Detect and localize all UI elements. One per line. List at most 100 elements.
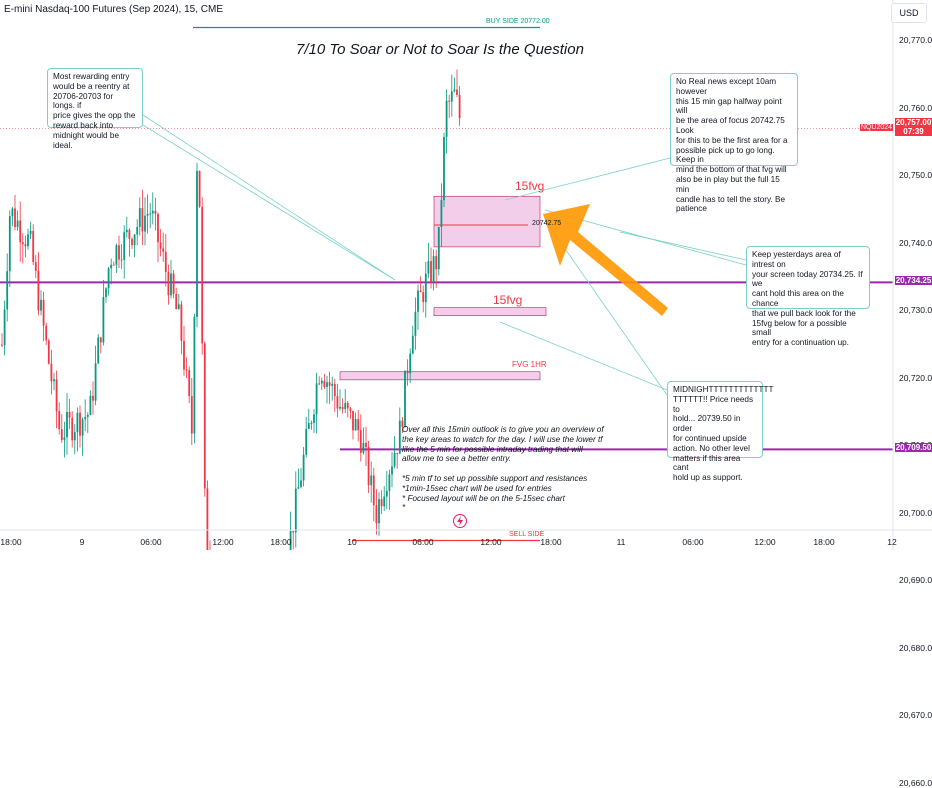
candle-body [86, 414, 89, 417]
time-tick-label: 18:00 [0, 537, 22, 547]
candle-body [458, 94, 461, 119]
fvg-label-2: 15fvg [493, 292, 523, 307]
note-left-entry[interactable]: Most rewarding entry would be a reentry … [47, 68, 143, 150]
time-tick-label: 12:00 [754, 537, 776, 547]
candle-body [188, 370, 191, 397]
candle-body [110, 264, 113, 269]
candle-body [310, 422, 313, 424]
candle-body [372, 475, 375, 506]
note-connector [142, 124, 396, 281]
candle-body [8, 216, 11, 272]
candle-body [66, 411, 68, 438]
fvg-zone [339, 371, 541, 381]
candle-body [32, 230, 35, 263]
candle-body [14, 208, 16, 228]
candle-body [456, 89, 458, 95]
candle-body [107, 268, 110, 289]
candle-body [289, 531, 292, 550]
candle-body [440, 200, 443, 227]
candle-body [172, 273, 175, 295]
candle-body [453, 89, 456, 92]
note-midnight[interactable]: MIDNIGHTTTTTTTTTTTTT TTTTTT!! Price need… [667, 381, 774, 482]
candle-body [294, 488, 297, 533]
candle-body [203, 343, 206, 489]
time-tick-label: 9 [79, 537, 85, 547]
note-connector [142, 114, 396, 281]
candle-body [115, 245, 118, 265]
candle-body [336, 396, 339, 409]
price-tick-label: 20,730.00 [899, 305, 932, 315]
candle-body [302, 454, 305, 481]
candle-body [396, 453, 399, 455]
time-tick-label: 06:00 [140, 537, 162, 547]
note-top-right-focus[interactable]: No Real news except 10am however this 15… [670, 73, 798, 213]
candle-body [118, 245, 120, 260]
candle-body [16, 220, 19, 228]
candle-body [190, 396, 193, 434]
candle-body [19, 220, 22, 243]
candle-body [99, 337, 102, 343]
candle-body [1, 344, 3, 346]
candle-body [383, 496, 386, 507]
buy-side-label: BUY SIDE 20772.00 [486, 17, 550, 25]
candle-body [144, 215, 146, 232]
candle-body [105, 288, 107, 298]
candle-body [388, 474, 391, 491]
lightning-icon[interactable] [453, 514, 467, 528]
fvg-zones [339, 195, 547, 381]
sell-side-label: SELL SIDE [509, 530, 545, 538]
candle-body [185, 369, 188, 371]
candle-body [42, 299, 45, 326]
candle-body [367, 447, 370, 486]
candle-body [432, 256, 435, 283]
candles [1, 69, 461, 550]
time-tick-label: 06:00 [412, 537, 434, 547]
candle-body [391, 466, 393, 475]
candle-body [27, 234, 29, 247]
candle-body [131, 238, 133, 246]
candle-body [89, 395, 92, 415]
candle-body [307, 423, 310, 430]
candle-body [60, 429, 63, 441]
fvg-1hr-label: FVG 1HR [512, 359, 547, 369]
candle-body [419, 290, 422, 293]
price-tick-label: 20,770.00 [899, 35, 932, 45]
candle-body [450, 91, 453, 102]
candle-body [411, 335, 414, 354]
candle-body [102, 297, 105, 343]
candle-body [151, 210, 154, 214]
candle-body [154, 210, 157, 214]
candle-body [55, 379, 58, 412]
chart-canvas[interactable] [0, 0, 932, 550]
chart-title: 7/10 To Soar or Not to Soar Is the Quest… [296, 41, 584, 58]
candle-body [94, 363, 97, 401]
candle-body [196, 170, 198, 317]
candle-body [326, 382, 328, 387]
candle-body [365, 442, 367, 448]
midpoint-label: 20742.75 [532, 219, 562, 227]
candle-body [34, 262, 37, 271]
candle-body [50, 363, 53, 382]
symbol-title: E-mini Nasdaq-100 Futures (Sep 2024), 15… [4, 4, 223, 15]
candle-body [341, 406, 344, 410]
candle-body [97, 337, 100, 364]
candle-body [81, 419, 84, 436]
candle-body [430, 261, 432, 283]
candle-body [11, 208, 14, 217]
price-tick-label: 20,670.00 [899, 710, 932, 720]
candle-body [3, 309, 6, 346]
candle-body [45, 325, 48, 341]
note-right-yesterday[interactable]: Keep yesterdays area of intrest on your … [746, 246, 870, 347]
candle-body [331, 383, 334, 386]
candle-body [76, 412, 79, 433]
candle-body [120, 259, 123, 261]
candle-body [378, 499, 380, 524]
candle-body [375, 505, 378, 524]
time-tick-label: 12:00 [480, 537, 502, 547]
note-connector [619, 231, 747, 261]
time-tick-label: 06:00 [682, 537, 704, 547]
currency-button[interactable]: USD [891, 3, 927, 23]
candle-body [422, 292, 425, 303]
price-tick-label: 20,700.00 [899, 507, 932, 518]
candle-body [112, 264, 115, 266]
